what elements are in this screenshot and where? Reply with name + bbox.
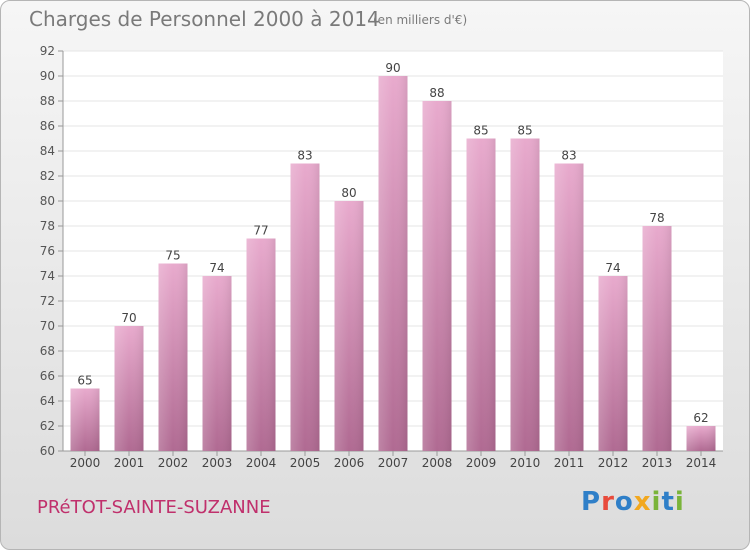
- data-label: 74: [605, 261, 620, 275]
- x-tick-label: 2002: [158, 456, 189, 470]
- bar-shade: [246, 238, 276, 451]
- data-label: 90: [385, 61, 400, 75]
- x-tick-label: 2000: [70, 456, 101, 470]
- data-label: 80: [341, 186, 356, 200]
- bar-shade: [114, 326, 144, 451]
- chart-title: Charges de Personnel 2000 à 2014: [29, 7, 380, 31]
- y-tick-label: 78: [40, 219, 55, 233]
- y-tick-label: 68: [40, 344, 55, 358]
- data-label: 85: [473, 124, 488, 138]
- proxiti-logo[interactable]: Proxiti: [581, 487, 685, 517]
- commune-name: PRéTOT-SAINTE-SUZANNE: [37, 497, 271, 518]
- bar-shade: [378, 76, 408, 451]
- bar-shade: [202, 276, 232, 451]
- x-tick-label: 2001: [114, 456, 145, 470]
- bar-shade: [686, 426, 716, 451]
- y-tick-label: 82: [40, 169, 55, 183]
- logo-letter: P: [581, 487, 602, 517]
- y-tick-label: 64: [40, 394, 55, 408]
- logo-letter: t: [661, 487, 675, 517]
- data-label: 78: [649, 211, 664, 225]
- y-tick-label: 88: [40, 94, 55, 108]
- bar-shade: [70, 388, 100, 451]
- x-tick-label: 2008: [422, 456, 453, 470]
- bar-shade: [158, 263, 188, 451]
- x-tick-label: 2006: [334, 456, 365, 470]
- x-tick-label: 2012: [598, 456, 629, 470]
- y-tick-label: 76: [40, 244, 55, 258]
- x-tick-label: 2013: [642, 456, 673, 470]
- x-tick-label: 2014: [686, 456, 717, 470]
- x-tick-label: 2011: [554, 456, 585, 470]
- x-tick-label: 2007: [378, 456, 409, 470]
- y-tick-label: 90: [40, 69, 55, 83]
- data-label: 62: [693, 411, 708, 425]
- x-tick-label: 2003: [202, 456, 233, 470]
- data-label: 74: [209, 261, 224, 275]
- data-label: 88: [429, 86, 444, 100]
- y-tick-label: 70: [40, 319, 55, 333]
- x-tick-label: 2010: [510, 456, 541, 470]
- y-tick-label: 66: [40, 369, 55, 383]
- logo-letter: o: [614, 487, 634, 517]
- data-label: 85: [517, 124, 532, 138]
- x-tick-label: 2004: [246, 456, 277, 470]
- y-tick-label: 72: [40, 294, 55, 308]
- logo-letter: x: [633, 487, 652, 517]
- y-tick-label: 86: [40, 119, 55, 133]
- logo-letter: r: [601, 487, 615, 517]
- bar-shade: [642, 226, 672, 451]
- y-tick-label: 60: [40, 444, 55, 458]
- x-tick-label: 2005: [290, 456, 321, 470]
- y-tick-label: 80: [40, 194, 55, 208]
- bar-shade: [334, 201, 364, 451]
- bar-shade: [290, 163, 320, 451]
- bar-shade: [422, 101, 452, 451]
- logo-letter: i: [651, 487, 662, 517]
- bar-shade: [466, 138, 496, 451]
- data-label: 75: [165, 249, 180, 263]
- data-label: 70: [121, 311, 136, 325]
- x-tick-label: 2009: [466, 456, 497, 470]
- data-label: 77: [253, 224, 268, 238]
- data-label: 65: [77, 374, 92, 388]
- y-tick-label: 84: [40, 144, 55, 158]
- bar-shade: [554, 163, 584, 451]
- logo-letter: i: [674, 487, 685, 517]
- y-tick-label: 62: [40, 419, 55, 433]
- y-tick-label: 74: [40, 269, 55, 283]
- data-label: 83: [297, 149, 312, 163]
- bar-shade: [510, 138, 540, 451]
- data-label: 83: [561, 149, 576, 163]
- y-tick-label: 92: [40, 44, 55, 58]
- chart-subtitle: (en milliers d'€): [373, 13, 468, 27]
- bar-shade: [598, 276, 628, 451]
